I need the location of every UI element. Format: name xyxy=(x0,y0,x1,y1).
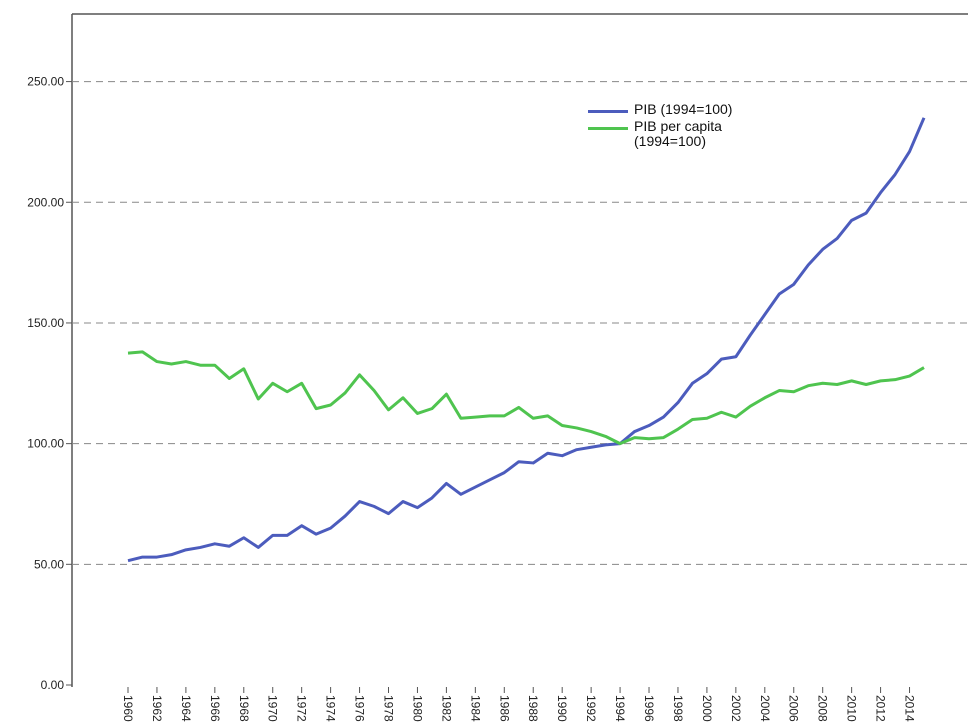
legend-swatch xyxy=(588,127,628,130)
x-tick-label: 1980 xyxy=(410,695,424,722)
x-tick-label: 1970 xyxy=(266,695,280,722)
x-tick-label: 1978 xyxy=(382,695,396,722)
x-tick-label: 1972 xyxy=(295,695,309,722)
x-tick-label: 1984 xyxy=(468,695,482,722)
y-tick-label: 200.00 xyxy=(27,195,64,209)
x-tick-label: 2008 xyxy=(816,695,830,722)
x-tick-label: 1996 xyxy=(642,695,656,722)
x-tick-label: 1982 xyxy=(439,695,453,722)
data-line xyxy=(127,350,925,446)
data-line xyxy=(127,117,926,563)
y-tick-label: 100.00 xyxy=(27,437,64,451)
y-tick-label: 0.00 xyxy=(41,678,65,692)
x-tick-label: 1962 xyxy=(150,695,164,722)
legend-label: PIB per capita (1994=100) xyxy=(634,118,722,149)
legend: PIB (1994=100) PIB per capita (1994=100) xyxy=(588,102,754,151)
x-tick-label: 2014 xyxy=(903,695,917,722)
x-tick-label: 2004 xyxy=(758,695,772,722)
x-tick-label: 1976 xyxy=(353,695,367,722)
legend-swatch xyxy=(588,110,628,113)
x-tick-label: 1992 xyxy=(584,695,598,722)
x-tick-label: 2002 xyxy=(729,695,743,722)
y-tick-label: 250.00 xyxy=(27,75,64,89)
x-tick-label: 2010 xyxy=(845,695,859,722)
x-tick-label: 1990 xyxy=(555,695,569,722)
x-tick-label: 1998 xyxy=(671,695,685,722)
x-tick-label: 1988 xyxy=(526,695,540,722)
legend-item: PIB (1994=100) xyxy=(588,102,754,117)
x-tick-label: 1986 xyxy=(497,695,511,722)
y-tick-label: 150.00 xyxy=(27,316,64,330)
x-tick-label: 1994 xyxy=(613,695,627,722)
x-tick-label: 2000 xyxy=(700,695,714,722)
x-tick-label: 1960 xyxy=(121,695,135,722)
legend-item: PIB per capita (1994=100) xyxy=(588,119,754,149)
y-tick-label: 50.00 xyxy=(34,557,64,571)
x-tick-label: 1968 xyxy=(237,695,251,722)
x-tick-label: 1964 xyxy=(179,695,193,722)
x-tick-label: 1974 xyxy=(324,695,338,722)
legend-label: PIB (1994=100) xyxy=(634,101,733,117)
x-tick-label: 1966 xyxy=(208,695,222,722)
x-tick-label: 2006 xyxy=(787,695,801,722)
x-tick-label: 2012 xyxy=(874,695,888,722)
